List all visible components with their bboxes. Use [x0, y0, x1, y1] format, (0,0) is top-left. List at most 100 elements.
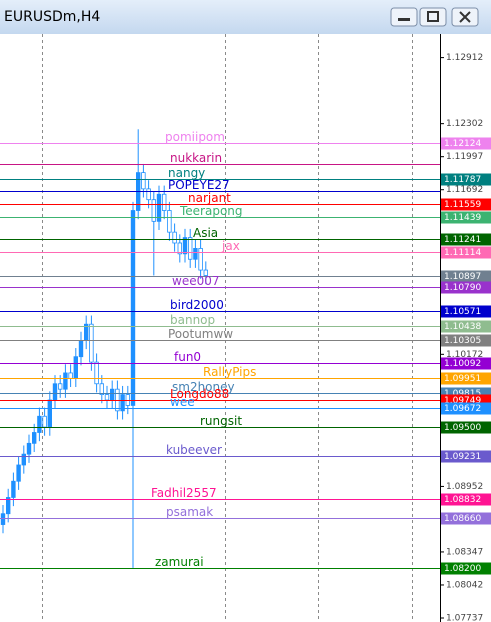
price-box-label: 1.11114 [444, 248, 481, 258]
candle-body [141, 172, 146, 190]
price-box-label: 1.09951 [444, 374, 481, 384]
level-name: psamak [166, 505, 213, 519]
level-name: Longdo88 [170, 387, 229, 401]
window-title: EURUSDm,H4 [4, 9, 100, 25]
candle-body [68, 372, 73, 379]
y-tick-label: 1.12912 [446, 53, 483, 63]
candle-body [78, 340, 84, 358]
candle-body [63, 372, 68, 390]
price-box [441, 198, 491, 211]
price-box-label: 1.09815 [444, 389, 481, 399]
level-name: rungsit [200, 414, 242, 428]
price-box [441, 320, 491, 333]
candle-body [182, 237, 188, 255]
price-box-label: 1.09749 [444, 396, 481, 406]
y-tick-label: 1.08952 [446, 482, 483, 492]
minimize-button[interactable] [390, 7, 418, 27]
y-tick-label: 1.11997 [446, 152, 483, 162]
price-box [441, 211, 491, 224]
candle-body [21, 453, 26, 466]
price-box [441, 305, 491, 318]
level-name: pomiipom [165, 130, 225, 144]
level-name: Fadhil2557 [151, 486, 217, 500]
candle-body [130, 210, 136, 406]
candle-body [42, 415, 47, 428]
price-box [441, 173, 491, 186]
chart-area [0, 34, 491, 622]
candle-body [58, 383, 63, 390]
price-box [441, 334, 491, 347]
candle-body [6, 497, 11, 515]
price-box-label: 1.11241 [444, 235, 481, 245]
price-box [441, 233, 491, 246]
plot: 1.12912 1.12302 1.11997 1.11692 1.10172 1.089… [0, 53, 491, 622]
y-tick-label: 1.07737 [446, 613, 483, 622]
price-box [441, 421, 491, 434]
candle-body [161, 193, 167, 211]
level-name: Teerapong [179, 204, 243, 218]
y-tick-label: 1.12302 [446, 119, 483, 129]
price-box-label: 1.12124 [444, 139, 481, 149]
level-name: fun0 [174, 350, 201, 364]
price-box-label: 1.10790 [444, 283, 481, 293]
price-box [441, 402, 491, 415]
level-name: RallyPips [203, 365, 256, 379]
candle-body [99, 383, 104, 395]
price-box [441, 512, 491, 525]
y-tick-label: 1.08042 [446, 580, 483, 590]
candle-body [110, 388, 115, 401]
price-box-label: 1.08200 [444, 564, 481, 574]
price-box-label: 1.10438 [444, 322, 481, 332]
candle-body [47, 399, 52, 428]
price-box-label: 1.09672 [444, 404, 481, 414]
candle-body [104, 394, 110, 401]
price-box-label: 1.11439 [444, 213, 481, 223]
candle-body [203, 269, 208, 276]
vertical-grid [42, 34, 413, 622]
level-name: zamurai [155, 555, 204, 569]
price-box-label: 1.08832 [444, 495, 481, 505]
price-box [441, 137, 491, 150]
close-icon [459, 11, 471, 23]
candle-body [198, 248, 203, 271]
maximize-button[interactable] [419, 7, 447, 27]
level-name: bannop [170, 313, 215, 327]
maximize-icon [427, 11, 439, 22]
candle-body [37, 415, 42, 433]
y-tick-label: 1.11692 [446, 185, 483, 195]
price-box-label: 1.09231 [444, 452, 481, 462]
price-box-label: 1.10571 [444, 307, 481, 317]
price-box-label: 1.08660 [444, 514, 481, 524]
level-name: jax [221, 239, 240, 253]
price-box-label: 1.10092 [444, 359, 481, 369]
price-box-label: 1.11559 [444, 200, 481, 210]
level-name: Asia [193, 226, 218, 240]
candle-body [52, 383, 58, 401]
y-tick-label: 1.10172 [446, 350, 483, 360]
level-name: kubeever [166, 443, 222, 457]
price-box-label: 1.10897 [444, 272, 481, 282]
price-box-label: 1.10305 [444, 336, 481, 346]
level-name: bird2000 [170, 298, 224, 312]
price-box-label: 1.09500 [444, 423, 481, 433]
window-buttons[interactable] [390, 7, 479, 27]
candle-body [94, 361, 99, 385]
level-name: POPEYE27 [168, 178, 230, 192]
level-name: wee [170, 395, 195, 409]
price-box-label: 1.11787 [444, 175, 481, 185]
candle-body [177, 242, 182, 255]
candle-body [156, 193, 162, 222]
price-box [441, 372, 491, 385]
price-box [441, 562, 491, 575]
price-box [441, 281, 491, 294]
level-name: narjant [188, 191, 231, 205]
candle-body [120, 394, 125, 412]
candle-body [26, 442, 32, 455]
candle-body [187, 237, 193, 260]
candle-body [167, 210, 172, 233]
price-box [441, 493, 491, 506]
candle-body [151, 199, 156, 222]
level-name: sm2honey [172, 380, 235, 394]
